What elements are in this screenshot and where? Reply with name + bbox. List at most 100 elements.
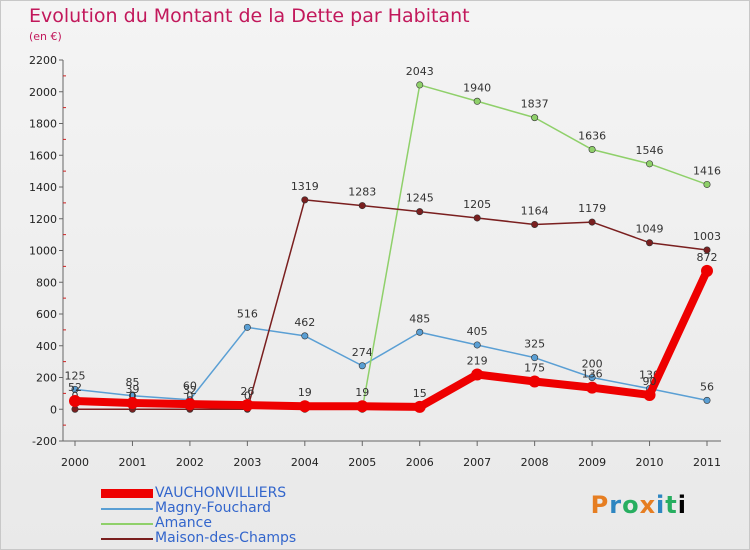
data-label-vauchonvilliers: 19 (355, 386, 369, 399)
data-label-vauchonvilliers: 32 (183, 384, 197, 397)
legend-label: VAUCHONVILLIERS (155, 485, 287, 501)
y-tick-label: -200 (32, 435, 57, 448)
data-point-vauchonvilliers (701, 264, 713, 277)
data-point-magny-fouchard (358, 362, 366, 370)
data-label-amance: 1636 (578, 130, 606, 143)
data-point-maison-des-champs (358, 202, 366, 210)
data-point-maison-des-champs (646, 239, 654, 247)
data-label-vauchonvilliers: 26 (240, 385, 254, 398)
data-point-amance (473, 97, 481, 105)
data-label-vauchonvilliers: 219 (467, 354, 488, 367)
data-point-magny-fouchard (243, 323, 251, 331)
y-tick-label: 2000 (29, 86, 57, 99)
data-point-vauchonvilliers (471, 368, 484, 381)
data-label-magny-fouchard: 462 (294, 316, 315, 329)
legend-item: Maison-des-Champs (101, 531, 296, 546)
legend-swatch (101, 507, 153, 510)
data-point-vauchonvilliers (356, 400, 369, 413)
series-line-magny-fouchard (74, 326, 708, 402)
data-label-maison-des-champs: 1164 (521, 204, 549, 217)
data-label-vauchonvilliers: 39 (125, 383, 139, 396)
series-line-amance (304, 84, 708, 410)
data-label-amance: 2043 (406, 65, 434, 78)
data-point-vauchonvilliers (298, 400, 311, 413)
y-tick-label: 1400 (29, 181, 57, 194)
x-tick-label: 2009 (578, 456, 606, 469)
x-tick-label: 2011 (693, 456, 721, 469)
data-point-maison-des-champs (588, 218, 596, 226)
series-line-maison-des-champs (74, 199, 708, 410)
data-point-amance (703, 180, 711, 188)
proxiti-logo: Proxiti (590, 491, 687, 519)
data-label-maison-des-champs: 0 (244, 389, 251, 402)
data-point-vauchonvilliers (586, 381, 599, 394)
data-point-vauchonvilliers (126, 397, 139, 410)
legend-label: Magny-Fouchard (155, 500, 272, 516)
x-tick-label: 2002 (176, 456, 204, 469)
chart-unit: (en €) (29, 30, 62, 43)
series-line-vauchonvilliers (71, 266, 711, 411)
data-label-magny-fouchard: 60 (183, 380, 197, 393)
data-point-magny-fouchard (416, 328, 424, 336)
data-point-maison-des-champs (301, 196, 309, 204)
legend-swatch (101, 489, 153, 498)
y-tick-label: 1200 (29, 213, 57, 226)
data-point-vauchonvilliers (413, 400, 426, 413)
data-label-maison-des-champs: 1283 (348, 186, 376, 199)
chart-title: Evolution du Montant de la Dette par Hab… (29, 5, 470, 27)
y-tick-label: 200 (36, 372, 57, 385)
data-label-vauchonvilliers: 52 (68, 381, 82, 394)
data-point-maison-des-champs (473, 214, 481, 222)
x-tick-label: 2008 (521, 456, 549, 469)
data-point-maison-des-champs (531, 220, 539, 228)
data-point-maison-des-champs (71, 405, 79, 413)
y-tick-label: 600 (36, 308, 57, 321)
x-tick-label: 2007 (463, 456, 491, 469)
data-label-amance: 1546 (636, 144, 664, 157)
x-tick-label: 2005 (348, 456, 376, 469)
data-label-magny-fouchard: 516 (237, 307, 258, 320)
y-tick-label: 2200 (29, 54, 57, 67)
y-tick-label: 1000 (29, 245, 57, 258)
data-label-amance: 1837 (521, 98, 549, 111)
data-label-maison-des-champs: 0 (186, 389, 193, 402)
y-tick-label: 1600 (29, 149, 57, 162)
data-point-magny-fouchard (71, 385, 79, 393)
x-tick-label: 2000 (61, 456, 89, 469)
data-point-amance (646, 160, 654, 168)
legend-label: Amance (155, 515, 212, 531)
x-tick-label: 2001 (118, 456, 146, 469)
data-label-magny-fouchard: 325 (524, 338, 545, 351)
data-point-magny-fouchard (301, 332, 309, 340)
data-label-magny-fouchard: 485 (409, 312, 430, 325)
data-label-vauchonvilliers: 136 (582, 368, 603, 381)
data-point-magny-fouchard (473, 341, 481, 349)
y-tick-label: 800 (36, 276, 57, 289)
legend-item: VAUCHONVILLIERS (101, 486, 296, 501)
x-tick-label: 2006 (406, 456, 434, 469)
data-label-vauchonvilliers: 872 (697, 251, 718, 264)
data-point-magny-fouchard (531, 354, 539, 362)
data-point-amance (416, 81, 424, 89)
x-tick-label: 2010 (636, 456, 664, 469)
data-label-amance: 1416 (693, 164, 721, 177)
legend-swatch (101, 522, 153, 525)
data-point-vauchonvilliers (183, 398, 196, 411)
data-point-magny-fouchard (703, 396, 711, 404)
x-tick-label: 2003 (233, 456, 261, 469)
legend-swatch (101, 537, 153, 540)
legend-label: Maison-des-Champs (155, 530, 297, 546)
data-label-magny-fouchard: 274 (352, 346, 373, 359)
data-point-amance (588, 146, 596, 154)
data-label-magny-fouchard: 56 (700, 380, 714, 393)
data-label-magny-fouchard: 125 (65, 369, 86, 382)
data-label-maison-des-champs: 1179 (578, 202, 606, 215)
data-point-vauchonvilliers (241, 399, 254, 412)
data-point-magny-fouchard (588, 373, 596, 381)
y-tick-label: 1800 (29, 118, 57, 131)
data-point-amance (531, 114, 539, 122)
data-label-maison-des-champs: 1319 (291, 180, 319, 193)
y-tick-label: 0 (50, 403, 57, 416)
